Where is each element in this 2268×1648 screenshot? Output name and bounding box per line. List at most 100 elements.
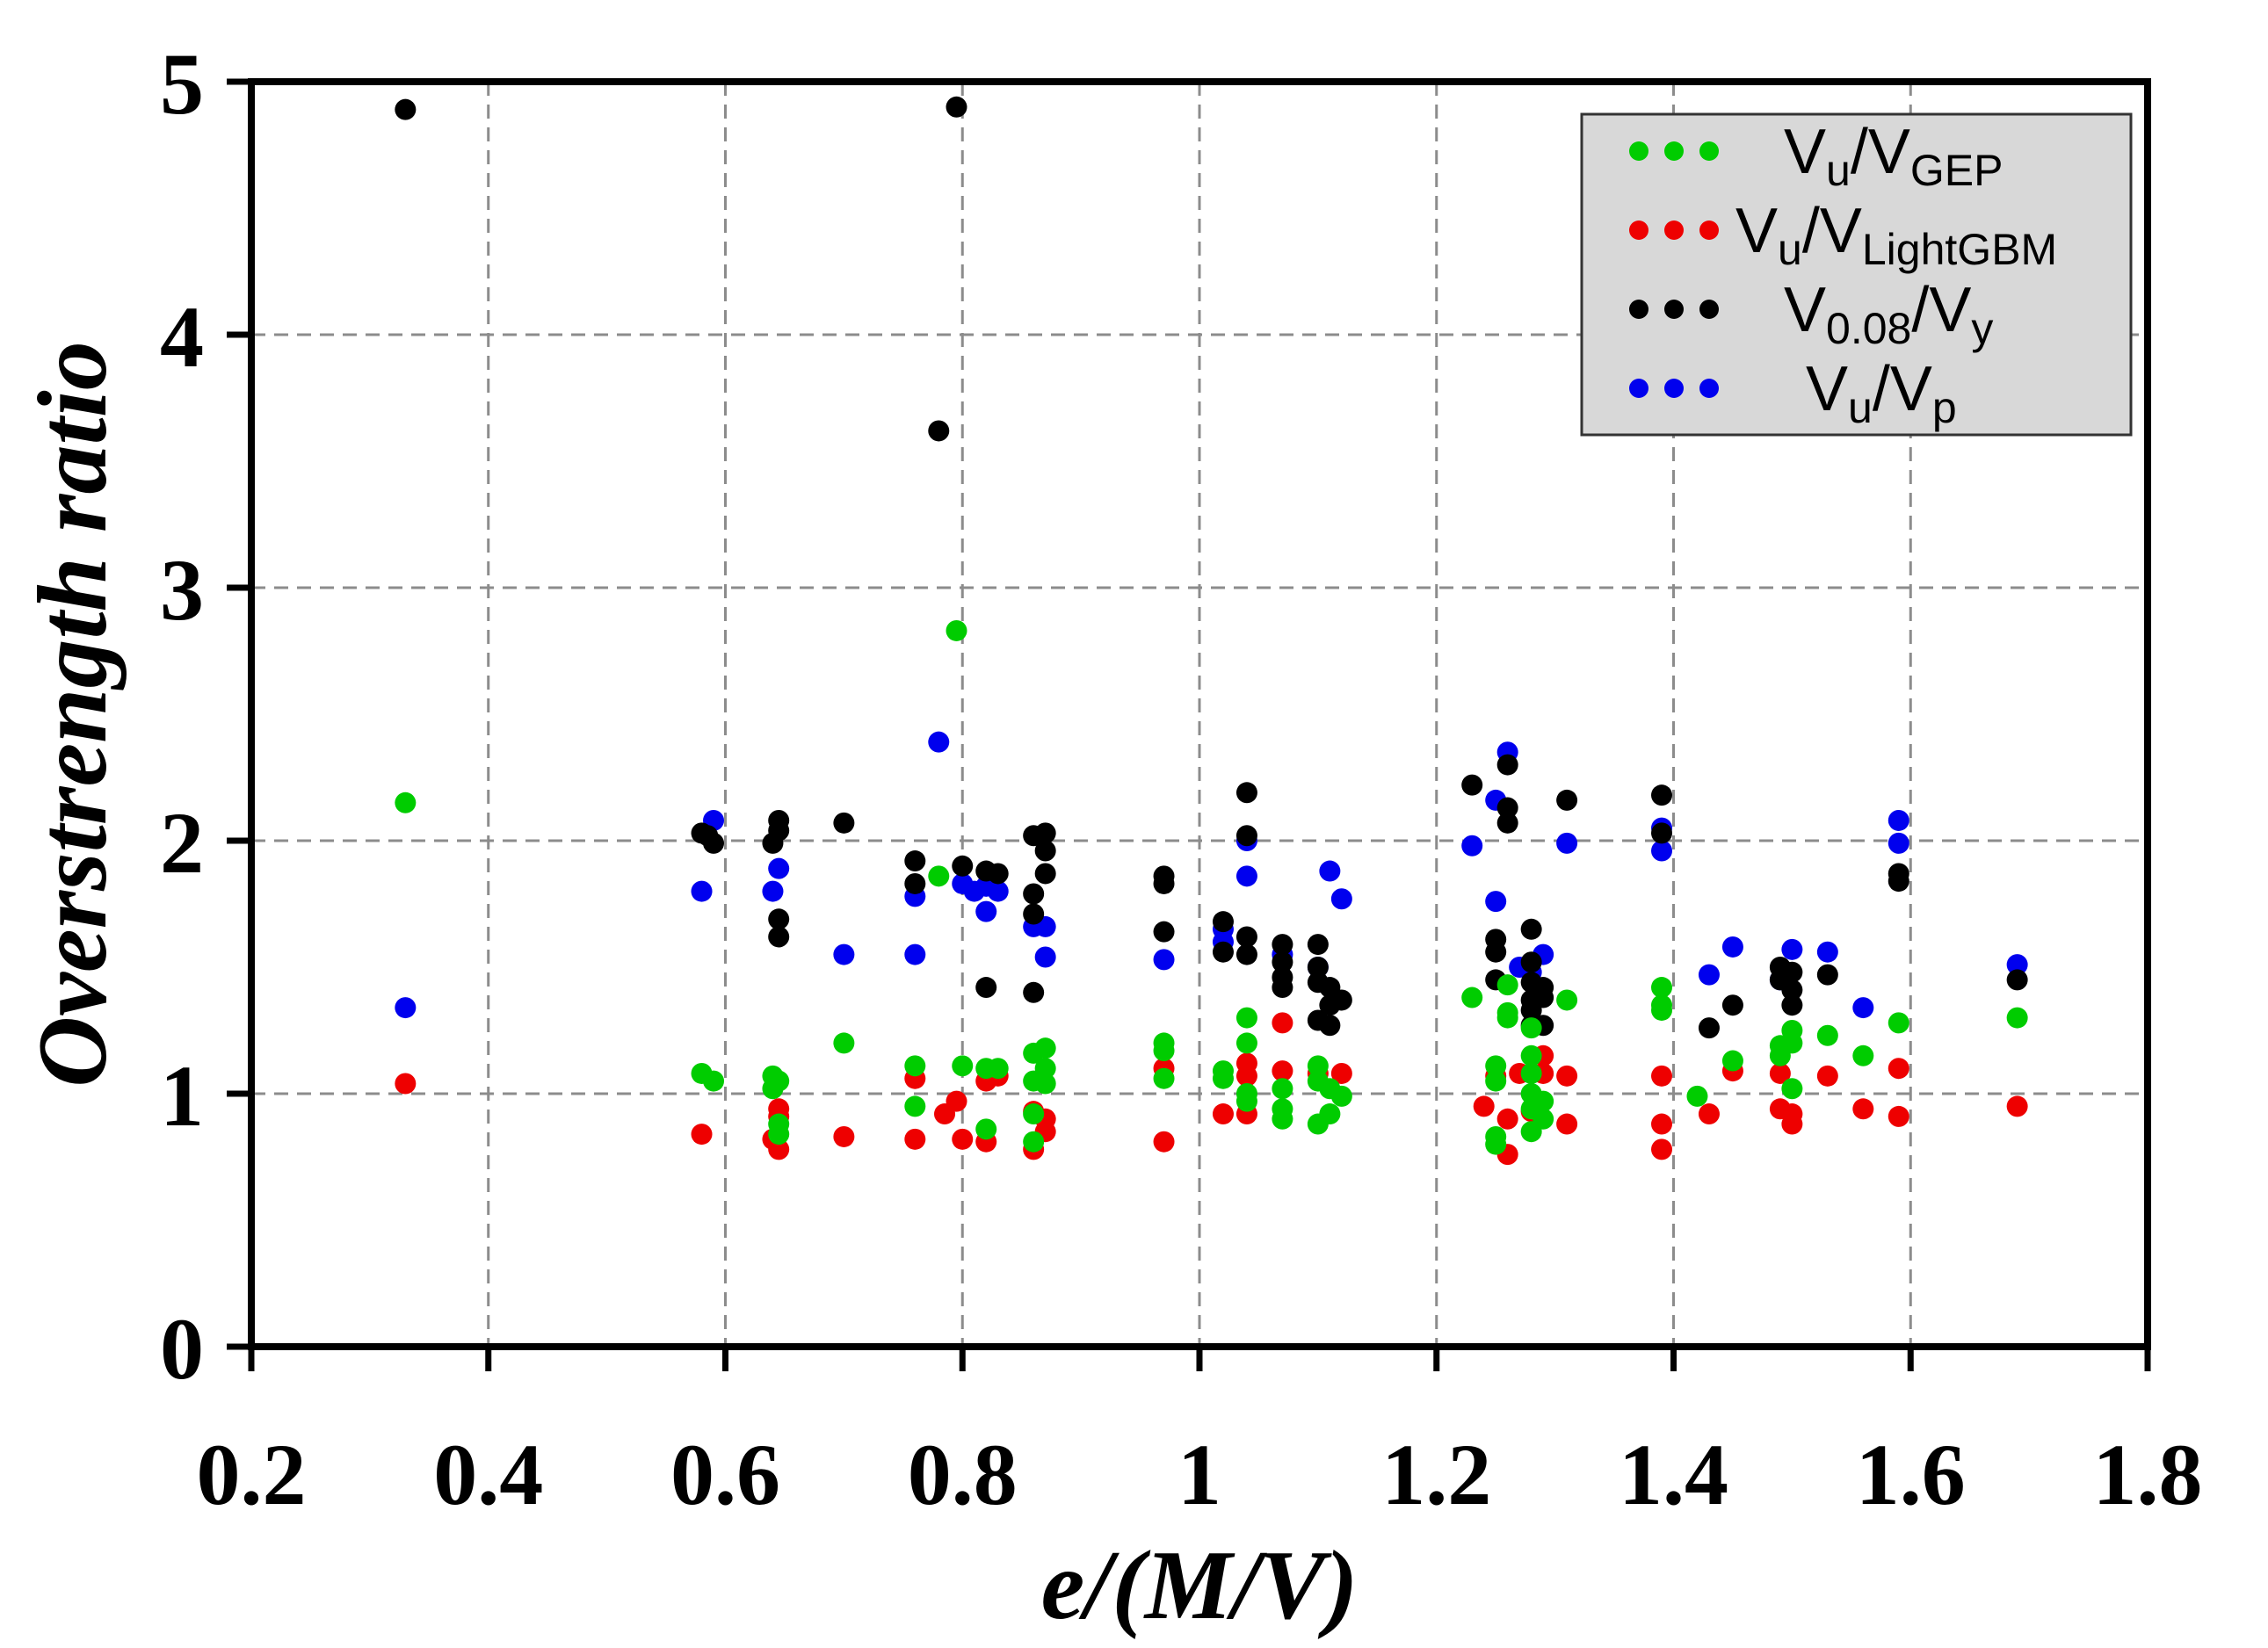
data-point: [1272, 1060, 1293, 1082]
y-tick-label: 2: [160, 794, 204, 892]
data-point: [1485, 1133, 1507, 1155]
x-tick-label: 1: [1177, 1426, 1221, 1523]
legend-marker: [1629, 379, 1648, 398]
data-point: [1153, 1067, 1175, 1089]
data-point: [703, 1070, 725, 1092]
legend-marker: [1629, 220, 1648, 240]
data-point: [1212, 911, 1234, 933]
data-point: [928, 865, 950, 887]
legend-marker: [1699, 141, 1719, 161]
y-tick-label: 3: [160, 541, 204, 639]
x-tick-label: 1.2: [1381, 1426, 1491, 1523]
data-point: [1888, 809, 1909, 831]
data-point: [1533, 987, 1554, 1008]
y-tick-labels: 0 1 2 3 4 5: [160, 35, 204, 1398]
x-tick-label: 1.8: [2093, 1426, 2203, 1523]
data-point: [987, 1058, 1009, 1080]
legend-label: V0.08/Vy: [1784, 275, 1993, 353]
legend-marker: [1699, 379, 1719, 398]
data-point: [1520, 1017, 1542, 1039]
data-point: [2006, 1007, 2028, 1029]
data-point: [946, 619, 967, 641]
data-point: [1034, 1058, 1056, 1080]
data-point: [1721, 936, 1743, 958]
data-point: [1781, 994, 1803, 1016]
data-point: [1034, 863, 1056, 885]
data-point: [1235, 782, 1257, 804]
data-point: [1272, 1108, 1293, 1130]
data-point: [395, 98, 417, 120]
data-point: [768, 908, 790, 930]
data-point: [768, 926, 790, 948]
data-point: [1272, 977, 1293, 999]
data-point: [1651, 822, 1673, 844]
data-point: [1556, 1065, 1578, 1087]
data-point: [904, 872, 926, 894]
data-point: [1023, 903, 1045, 925]
data-point: [1816, 1065, 1838, 1087]
data-point: [1816, 941, 1838, 963]
data-point: [987, 863, 1009, 885]
x-axis-title: e/(M/V): [1041, 1531, 1359, 1640]
data-point: [1816, 1024, 1838, 1046]
legend-marker: [1664, 220, 1684, 240]
data-point: [1034, 840, 1056, 862]
data-point: [1307, 957, 1329, 978]
data-point: [2006, 1095, 2028, 1117]
y-tick-label: 5: [160, 35, 204, 133]
legend-label: Vu/VGEP: [1784, 117, 2003, 195]
data-point: [833, 943, 855, 965]
data-point: [1319, 1015, 1341, 1037]
data-point: [1651, 1065, 1673, 1087]
data-point: [1272, 951, 1293, 973]
data-point: [1034, 1073, 1056, 1095]
data-point: [1330, 1062, 1352, 1084]
data-point: [1496, 812, 1518, 834]
x-tick-labels: 0.2 0.4 0.6 0.8 1 1.2 1.4 1.6 1.8: [197, 1426, 2203, 1523]
data-point: [1330, 888, 1352, 910]
data-point: [928, 731, 950, 753]
data-points: [395, 96, 2028, 1166]
data-point: [904, 850, 926, 872]
data-point: [1520, 1062, 1542, 1084]
data-point: [1888, 1105, 1909, 1127]
data-point: [1307, 934, 1329, 956]
legend-label: Vu/Vp: [1806, 354, 1957, 432]
data-point: [1852, 1044, 1874, 1066]
data-point: [904, 1095, 926, 1117]
data-point: [1272, 1012, 1293, 1034]
data-point: [833, 1125, 855, 1147]
data-point: [987, 880, 1009, 902]
data-point: [703, 832, 725, 854]
data-point: [1520, 951, 1542, 973]
x-tick-label: 1.4: [1619, 1426, 1728, 1523]
data-point: [1651, 999, 1673, 1021]
data-point: [1781, 1113, 1803, 1135]
x-tick-label: 1.6: [1856, 1426, 1966, 1523]
data-point: [768, 1070, 790, 1092]
data-point: [1153, 872, 1175, 894]
data-point: [1485, 1070, 1507, 1092]
data-point: [768, 857, 790, 879]
legend-marker: [1629, 141, 1648, 161]
legend-marker: [1629, 300, 1648, 319]
data-point: [2006, 969, 2028, 991]
data-point: [1816, 964, 1838, 986]
data-point: [1852, 997, 1874, 1019]
data-point: [395, 791, 417, 813]
data-point: [1473, 1095, 1495, 1117]
data-point: [1461, 835, 1483, 857]
data-point: [1153, 949, 1175, 971]
data-point: [1533, 1090, 1554, 1112]
data-point: [1888, 1058, 1909, 1080]
data-point: [1272, 934, 1293, 956]
data-point: [975, 1118, 997, 1140]
data-point: [1496, 1007, 1518, 1029]
legend-marker: [1699, 220, 1719, 240]
series-0: [395, 619, 2028, 1155]
data-point: [975, 900, 997, 922]
y-axis-title: Overstrength ratio: [18, 341, 127, 1087]
legend-marker: [1699, 300, 1719, 319]
data-point: [1769, 1062, 1791, 1084]
